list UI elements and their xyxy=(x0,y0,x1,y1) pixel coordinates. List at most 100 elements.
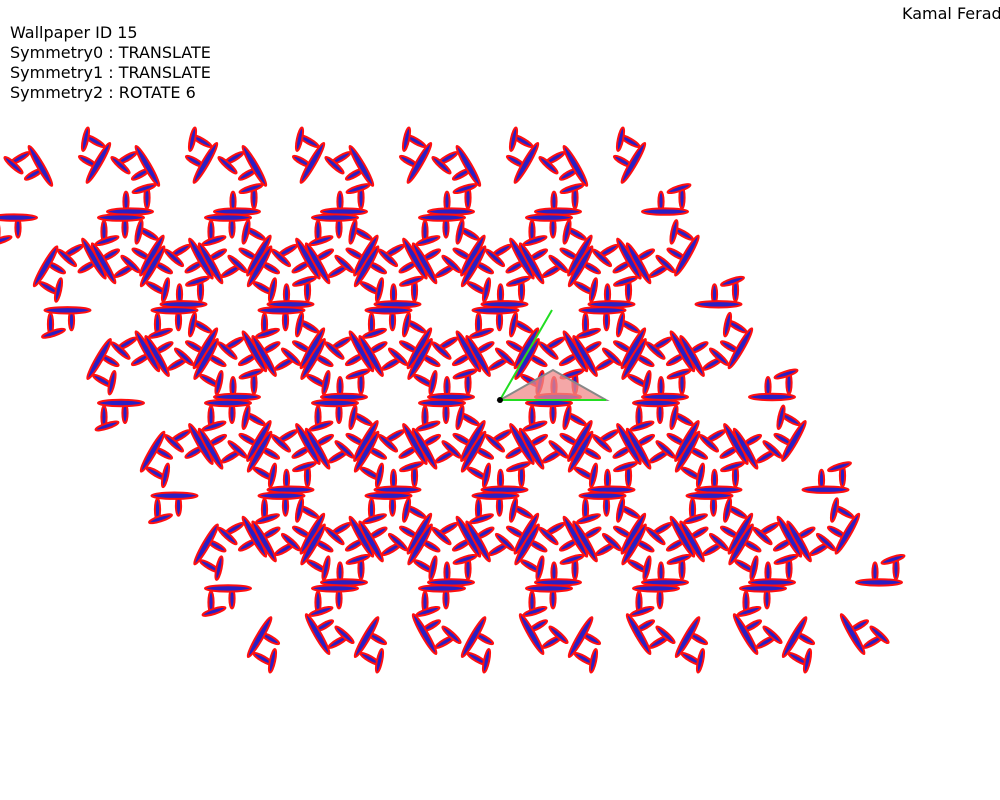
motif-ellipse xyxy=(294,497,305,523)
motif-ellipse xyxy=(334,625,355,645)
motif-ellipse xyxy=(642,555,652,581)
motif-ellipse xyxy=(280,347,302,366)
rotation-center-cell xyxy=(415,497,585,674)
motif-ellipse xyxy=(197,242,224,285)
motif-ellipse xyxy=(880,553,906,565)
motif-ellipse xyxy=(401,311,412,338)
motif-ellipse xyxy=(85,141,112,184)
motif-ellipse xyxy=(134,144,161,187)
symmetry-1-label: Symmetry1 : TRANSLATE xyxy=(10,63,211,82)
rotation-center-cell xyxy=(94,311,264,489)
motif-ellipse xyxy=(562,219,572,245)
motif-ellipse xyxy=(802,648,813,674)
motif-ellipse xyxy=(732,427,759,470)
motif-ellipse xyxy=(148,513,173,525)
motif-ellipse xyxy=(321,555,331,581)
motif-ellipse xyxy=(460,245,487,288)
motif-ellipse xyxy=(441,254,462,274)
motif-ellipse xyxy=(418,213,466,222)
motif-ellipse xyxy=(674,430,701,473)
motif-ellipse xyxy=(204,398,252,408)
motif-ellipse xyxy=(455,219,465,245)
motif-ellipse xyxy=(0,213,38,222)
motif-ellipse xyxy=(562,404,572,431)
motif-ellipse xyxy=(562,144,589,187)
motif-ellipse xyxy=(781,420,807,462)
rotation-center-cell xyxy=(683,404,852,581)
motif-ellipse xyxy=(418,584,466,593)
motif-ellipse xyxy=(401,126,412,152)
motif-ellipse xyxy=(255,513,280,525)
motif-ellipse xyxy=(548,254,569,274)
motif-ellipse xyxy=(204,584,252,593)
motif-ellipse xyxy=(455,404,465,431)
motif-ellipse xyxy=(695,462,706,489)
motif-ellipse xyxy=(722,311,733,338)
motif-ellipse xyxy=(311,584,359,593)
motif-ellipse xyxy=(518,613,545,656)
motif-ellipse xyxy=(632,584,680,593)
motif-ellipse xyxy=(304,242,331,285)
motif-ellipse xyxy=(514,523,540,566)
motif-ellipse xyxy=(348,404,358,431)
motif-ellipse xyxy=(401,497,412,523)
motif-ellipse xyxy=(683,513,708,525)
motif-ellipse xyxy=(572,520,598,563)
motif-ellipse xyxy=(353,245,380,288)
motif-ellipse xyxy=(387,347,409,366)
motif-ellipse xyxy=(460,616,487,659)
motif-ellipse xyxy=(144,335,170,377)
motif-ellipse xyxy=(525,213,573,222)
motif-ellipse xyxy=(641,207,689,216)
motif-ellipse xyxy=(411,427,438,470)
motif-ellipse xyxy=(227,254,248,274)
rotation-center-cell xyxy=(308,126,478,303)
rotation-center-cell xyxy=(522,497,692,674)
motif-ellipse xyxy=(187,311,198,338)
motif-ellipse xyxy=(53,277,64,303)
motif-ellipse xyxy=(869,625,890,645)
rotation-center-cell xyxy=(308,311,478,489)
motif-ellipse xyxy=(374,648,385,674)
rotation-center-cell xyxy=(0,126,157,303)
motif-ellipse xyxy=(762,440,783,459)
motif-ellipse xyxy=(708,532,730,552)
motif-ellipse xyxy=(246,430,273,473)
motif-ellipse xyxy=(615,311,626,338)
pattern-tiles xyxy=(0,126,906,674)
motif-ellipse xyxy=(522,605,548,617)
motif-ellipse xyxy=(94,235,120,247)
motif-ellipse xyxy=(762,625,783,645)
motif-ellipse xyxy=(348,144,375,187)
rotation-center-cell xyxy=(629,311,799,489)
motif-ellipse xyxy=(694,300,743,309)
motif-ellipse xyxy=(679,335,705,377)
motif-ellipse xyxy=(308,605,334,617)
motif-ellipse xyxy=(120,254,141,274)
motif-ellipse xyxy=(308,235,334,247)
motif-ellipse xyxy=(578,491,627,500)
motif-ellipse xyxy=(321,369,331,396)
motif-ellipse xyxy=(722,497,733,523)
motif-ellipse xyxy=(513,141,540,184)
motif-ellipse xyxy=(829,497,840,523)
motif-ellipse xyxy=(588,462,599,489)
motif-ellipse xyxy=(621,523,647,566)
motif-ellipse xyxy=(406,141,433,184)
motif-ellipse xyxy=(348,219,358,245)
rotation-center-cell xyxy=(255,219,424,396)
motif-ellipse xyxy=(139,430,166,473)
motif-ellipse xyxy=(110,155,131,175)
motif-ellipse xyxy=(294,126,305,152)
motif-ellipse xyxy=(655,625,676,645)
motif-ellipse xyxy=(415,605,441,617)
motif-ellipse xyxy=(300,523,326,566)
motif-ellipse xyxy=(246,245,273,288)
wallpaper-id-label: Wallpaper ID 15 xyxy=(10,23,138,42)
motif-ellipse xyxy=(257,491,306,500)
motif-ellipse xyxy=(214,555,224,581)
motif-ellipse xyxy=(267,277,278,303)
rotation-center-cell xyxy=(415,126,585,303)
motif-ellipse xyxy=(674,616,701,659)
